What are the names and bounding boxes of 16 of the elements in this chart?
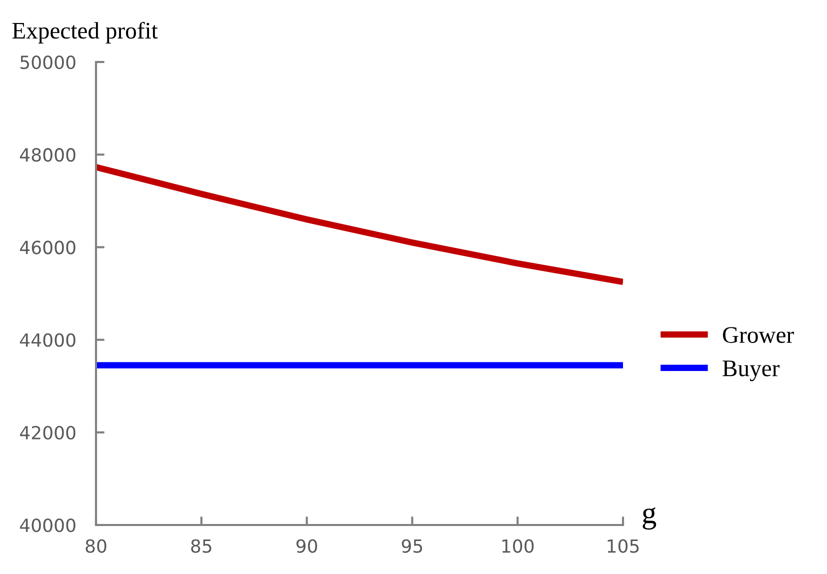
legend-label: Buyer bbox=[722, 360, 780, 382]
y-tick-label: 44000 bbox=[20, 333, 76, 347]
y-tick-label: 48000 bbox=[20, 148, 76, 162]
x-tick-label: 100 bbox=[502, 539, 534, 553]
y-tick-label: 42000 bbox=[20, 426, 76, 440]
y-axis-title: Expected profit bbox=[12, 22, 158, 44]
y-tick-label: 50000 bbox=[20, 55, 76, 70]
x-tick-label: 95 bbox=[402, 539, 422, 553]
x-tick-label: 105 bbox=[608, 539, 639, 553]
x-tick-label: 80 bbox=[86, 539, 106, 553]
x-tick-label: 85 bbox=[191, 539, 212, 553]
x-tick-label: 90 bbox=[296, 539, 318, 553]
y-tick-label: 40000 bbox=[20, 518, 76, 532]
legend-label: Grower bbox=[722, 327, 794, 343]
y-tick-label: 46000 bbox=[20, 240, 76, 254]
x-axis-title: g bbox=[642, 507, 656, 530]
